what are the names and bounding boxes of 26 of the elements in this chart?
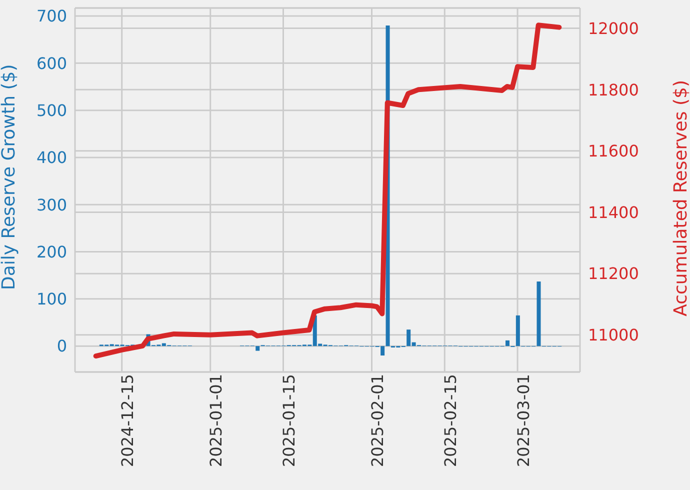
y2-tick-label: 11000 [588,326,639,345]
x-tick-label: 2024-12-15 [118,374,138,467]
y2-tick-label: 12000 [588,18,639,38]
x-tick-label: 2025-01-15 [280,374,299,467]
y-tick-label: 200 [36,242,67,262]
x-tick-label: 2025-02-01 [368,374,388,467]
y-tick-label: 0 [56,336,67,356]
bar [256,346,260,351]
x-tick-label: 2025-02-15 [441,374,460,467]
y-tick-label: 100 [36,290,67,309]
y-tick-label: 500 [36,100,67,120]
y2-tick-label: 11800 [588,80,639,100]
y-axis-title: Daily Reserve Growth ($) [0,64,20,290]
bar [516,315,520,346]
y-tick-label: 600 [36,54,67,73]
y-tick-label: 300 [36,195,67,214]
y-tick-label: 400 [36,148,67,168]
bar [506,340,510,346]
y2-axis-title: Accumulated Reserves ($) [670,80,690,316]
y-tick-label: 700 [36,6,67,26]
y2-tick-label: 11600 [588,142,639,161]
x-tick-label: 2025-03-01 [514,374,533,467]
y2-tick-label: 11400 [588,202,639,222]
x-tick-label: 2025-01-01 [206,374,226,467]
bar [536,281,541,346]
y2-tick-label: 11200 [588,264,639,284]
